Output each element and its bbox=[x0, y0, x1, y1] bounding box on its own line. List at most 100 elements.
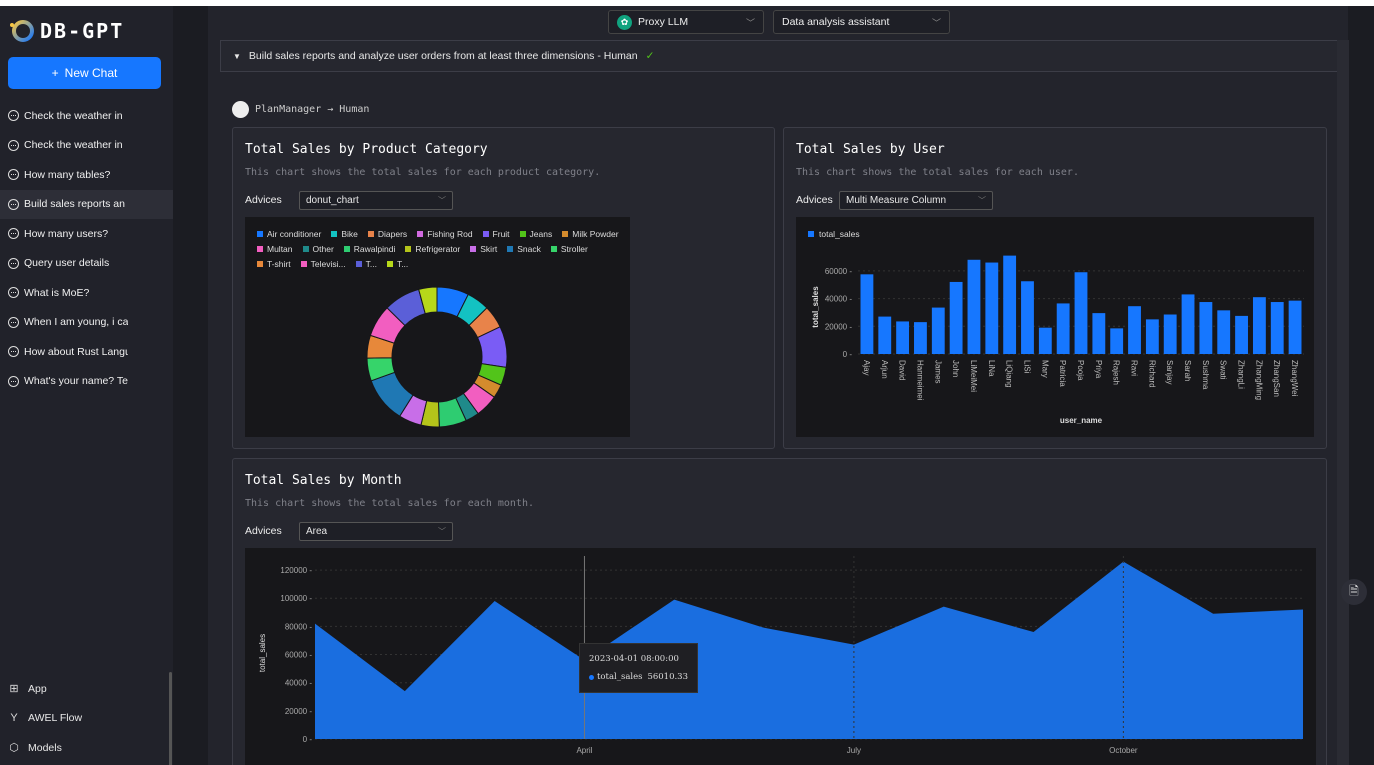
chevron-down-icon: ﹀ bbox=[931, 17, 941, 28]
bar[interactable] bbox=[949, 281, 963, 354]
legend-item[interactable]: Rawalpindi bbox=[343, 244, 395, 254]
chevron-down-icon: ﹀ bbox=[978, 196, 986, 205]
bar[interactable] bbox=[1235, 315, 1248, 354]
content-scrollbar[interactable] bbox=[1337, 40, 1349, 765]
x-tick-label: ZhangSan bbox=[1272, 360, 1281, 397]
bar[interactable] bbox=[1163, 314, 1177, 354]
legend-item[interactable]: T... bbox=[355, 259, 377, 269]
x-tick-label: Patricia bbox=[1058, 360, 1067, 387]
chat-history-item[interactable]: What is MoE? bbox=[0, 278, 173, 308]
bar[interactable] bbox=[1181, 294, 1195, 354]
bar[interactable] bbox=[1074, 272, 1088, 354]
nav-app[interactable]: ⊞ App bbox=[8, 674, 158, 704]
bar[interactable] bbox=[1217, 310, 1231, 354]
legend-item[interactable]: T-shirt bbox=[257, 259, 291, 269]
legend-item[interactable]: Air conditioner bbox=[257, 229, 321, 239]
chat-history-label: Check the weather in bbox=[24, 139, 123, 152]
chat-history-item[interactable]: How many tables? bbox=[0, 160, 173, 190]
sidebar-scrollbar[interactable] bbox=[169, 672, 172, 765]
nav-models[interactable]: ⬡ Models bbox=[8, 733, 158, 763]
bar[interactable] bbox=[878, 316, 892, 354]
legend-item[interactable]: Refrigerator bbox=[405, 244, 460, 254]
chat-history-item[interactable]: What's your name? Te bbox=[0, 367, 173, 397]
legend-swatch bbox=[482, 231, 489, 237]
bar[interactable] bbox=[896, 321, 910, 354]
y-tick-label: 20000 - bbox=[285, 707, 312, 716]
bar[interactable] bbox=[931, 307, 945, 354]
agent-route: PlanManager → Human bbox=[255, 104, 370, 115]
file-icon[interactable]: 🗎 bbox=[1341, 579, 1367, 605]
chat-history-item[interactable]: Check the weather in bbox=[0, 131, 173, 161]
legend-item[interactable]: Other bbox=[302, 244, 334, 254]
scene-select[interactable]: Data analysis assistant ﹀ bbox=[773, 10, 950, 34]
advice-select-value: Area bbox=[306, 526, 328, 537]
legend-item[interactable]: Multan bbox=[257, 244, 293, 254]
bar[interactable] bbox=[1110, 328, 1124, 354]
legend-item[interactable]: Stroller bbox=[550, 244, 588, 254]
legend-label: Jeans bbox=[529, 229, 553, 239]
main-panel: ✿ Proxy LLM ﹀ Data analysis assistant ﹀ … bbox=[208, 6, 1349, 765]
bar[interactable] bbox=[1021, 281, 1034, 354]
chat-history-label: Check the weather in bbox=[24, 109, 123, 122]
chat-history-label: What's your name? Te bbox=[24, 375, 128, 388]
legend-item[interactable]: Fishing Rod bbox=[417, 229, 473, 239]
legend-swatch bbox=[550, 246, 557, 252]
legend-item[interactable]: Skirt bbox=[470, 244, 497, 254]
legend-item[interactable]: T... bbox=[386, 259, 408, 269]
legend-item[interactable]: Televisi... bbox=[300, 259, 346, 269]
legend-item[interactable]: Milk Powder bbox=[562, 229, 619, 239]
legend-label: T-shirt bbox=[267, 259, 291, 269]
y-tick-label: 60000 - bbox=[285, 651, 312, 660]
chat-history-item[interactable]: Build sales reports an bbox=[0, 189, 173, 219]
bar[interactable] bbox=[1092, 313, 1106, 354]
legend-item[interactable]: Fruit bbox=[482, 229, 510, 239]
chat-history-item[interactable]: When I am young, i ca bbox=[0, 308, 173, 338]
new-chat-button[interactable]: + New Chat bbox=[8, 57, 161, 89]
x-tick-label: John bbox=[951, 360, 960, 377]
bar[interactable] bbox=[1145, 319, 1159, 354]
bar[interactable] bbox=[1056, 303, 1070, 354]
bar[interactable] bbox=[967, 259, 981, 354]
avatar bbox=[232, 101, 249, 118]
model-select[interactable]: ✿ Proxy LLM ﹀ bbox=[608, 10, 764, 34]
bar[interactable] bbox=[914, 322, 927, 354]
advice-select-value: donut_chart bbox=[306, 195, 359, 206]
advice-select[interactable]: Multi Measure Column ﹀ bbox=[839, 191, 993, 210]
bar[interactable] bbox=[1128, 306, 1141, 354]
x-tick-label: Priya bbox=[1094, 360, 1103, 379]
chat-history-item[interactable]: Query user details bbox=[0, 249, 173, 279]
legend-item[interactable]: Diapers bbox=[367, 229, 408, 239]
card-description: This chart shows the total sales for eac… bbox=[245, 167, 601, 178]
chat-history-item[interactable]: How many users? bbox=[0, 219, 173, 249]
bar[interactable] bbox=[1252, 297, 1266, 354]
donut-slice[interactable] bbox=[418, 286, 438, 315]
chat-bubble-icon bbox=[8, 198, 19, 210]
logo: DB-GPT bbox=[8, 18, 124, 44]
legend-item[interactable]: Snack bbox=[507, 244, 541, 254]
advice-select[interactable]: Area ﹀ bbox=[299, 522, 453, 541]
legend-label: Diapers bbox=[377, 229, 408, 239]
bottom-nav: ⊞ App Y AWEL Flow ⬡ Models bbox=[8, 674, 158, 763]
tooltip-marker bbox=[589, 674, 594, 680]
bar[interactable] bbox=[985, 262, 999, 354]
bar[interactable] bbox=[860, 274, 874, 354]
card-month: Total Sales by Month This chart shows th… bbox=[232, 458, 1327, 765]
chat-history-item[interactable]: Check the weather in bbox=[0, 101, 173, 131]
bar[interactable] bbox=[1003, 255, 1017, 354]
x-tick-label: LiMeiMei bbox=[969, 360, 978, 392]
area-series[interactable] bbox=[315, 561, 1303, 739]
legend-item[interactable]: Jeans bbox=[519, 229, 553, 239]
y-tick-label: 0 - bbox=[843, 350, 853, 359]
bar[interactable] bbox=[1270, 302, 1284, 354]
legend-swatch bbox=[355, 261, 362, 267]
legend-item[interactable]: Bike bbox=[331, 229, 358, 239]
bar[interactable] bbox=[1199, 302, 1213, 354]
bar[interactable] bbox=[1038, 327, 1052, 354]
tooltip-series: total_sales bbox=[597, 672, 643, 682]
card-category: Total Sales by Product Category This cha… bbox=[232, 127, 775, 449]
plan-header[interactable]: ▼ Build sales reports and analyze user o… bbox=[220, 40, 1338, 72]
nav-awel-flow[interactable]: Y AWEL Flow bbox=[8, 704, 158, 734]
chat-history-item[interactable]: How about Rust Langu bbox=[0, 337, 173, 367]
bar[interactable] bbox=[1288, 300, 1302, 354]
advice-select[interactable]: donut_chart ﹀ bbox=[299, 191, 453, 210]
